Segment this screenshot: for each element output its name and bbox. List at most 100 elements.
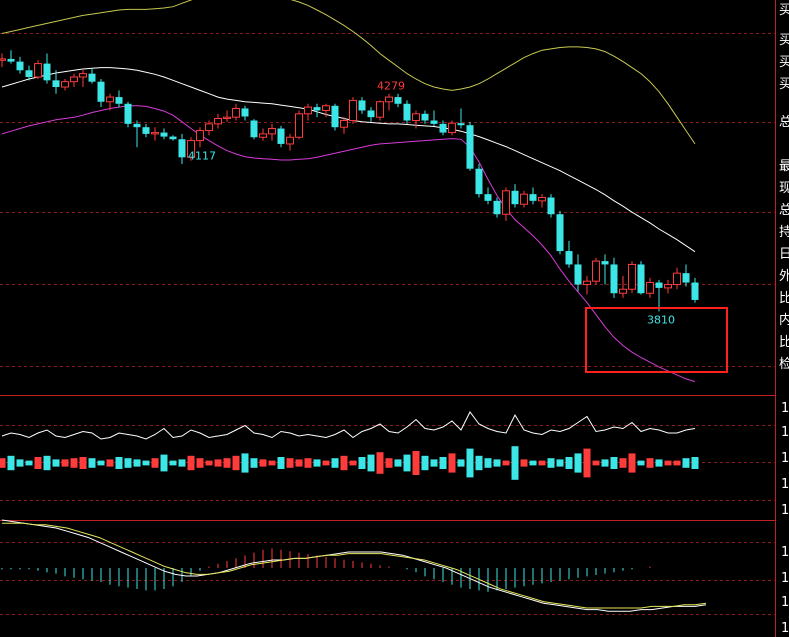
highlight-box <box>585 307 728 373</box>
volume-bar <box>394 459 402 467</box>
volume-bar <box>502 460 510 466</box>
volume-bar <box>25 460 33 466</box>
volume-bar <box>214 459 222 467</box>
volume-bar <box>340 455 348 471</box>
volume-bar <box>0 458 6 468</box>
annotation-low-3810: 3810 <box>647 313 675 326</box>
volume-bar <box>106 459 114 467</box>
candle <box>430 110 438 126</box>
volume-bar <box>187 455 195 471</box>
candle <box>547 194 555 218</box>
volume-bar <box>664 460 672 466</box>
candle <box>277 125 285 148</box>
volume-bar <box>574 453 582 473</box>
macd-panel <box>1 519 707 612</box>
volume-bar <box>178 459 186 467</box>
candle <box>520 190 528 208</box>
candle <box>205 120 213 136</box>
candle <box>160 128 168 140</box>
side-label: 比 <box>779 335 789 350</box>
candle <box>385 93 393 111</box>
volume-bar <box>322 460 330 466</box>
volume-bar <box>358 457 366 469</box>
volume-bar <box>547 458 555 468</box>
side-label: 总 <box>779 115 789 130</box>
candle <box>556 210 564 255</box>
bollinger-bands <box>1 0 696 383</box>
candle <box>88 68 96 84</box>
axis-tick-label: 1 <box>781 477 789 492</box>
candle <box>403 100 411 124</box>
volume-bar <box>232 455 240 471</box>
candle <box>682 264 690 287</box>
candle <box>376 100 384 121</box>
candle <box>79 70 87 88</box>
candle <box>295 110 303 140</box>
candle <box>241 105 249 121</box>
volume-bar <box>151 458 159 468</box>
candle <box>214 113 222 129</box>
band-middle <box>1 67 696 253</box>
volume-bar <box>448 453 456 473</box>
volume-bar <box>592 460 600 466</box>
volume-bar <box>538 460 546 466</box>
candle <box>25 65 33 81</box>
side-label: 买 <box>779 77 789 92</box>
candle <box>106 93 114 111</box>
volume-bar <box>349 460 357 466</box>
candle <box>16 56 24 74</box>
volume-bar <box>169 460 177 466</box>
side-label: 外 <box>779 269 789 284</box>
volume-bar <box>124 458 132 468</box>
candle <box>691 277 699 303</box>
candle <box>151 127 159 141</box>
candle <box>664 279 672 294</box>
candle <box>34 60 42 79</box>
volume-bar <box>619 458 627 468</box>
candle <box>367 107 375 122</box>
candle <box>115 90 123 108</box>
side-label: 现 <box>779 181 789 196</box>
candle <box>592 257 600 285</box>
candle <box>0 53 6 67</box>
candle <box>448 120 456 136</box>
candle <box>628 261 636 294</box>
volume-bar <box>556 459 564 467</box>
candle <box>268 123 276 141</box>
volume-bar <box>52 459 60 467</box>
candlestick-series <box>0 50 699 312</box>
volume-bar <box>313 459 321 467</box>
axis-tick-label: 1 <box>781 545 789 560</box>
candle <box>358 97 366 114</box>
volume-bar <box>484 458 492 468</box>
volume-bar <box>637 460 645 466</box>
candle <box>169 135 177 141</box>
volume-bar <box>628 453 636 473</box>
volume-bar <box>304 458 312 468</box>
candle <box>502 187 510 221</box>
annotation-high-4279: 4279 <box>377 80 405 93</box>
volume-bar <box>385 458 393 468</box>
volume-bar <box>403 454 411 472</box>
volume-bar <box>457 459 465 467</box>
side-label: 日 <box>779 247 789 262</box>
volume-bar <box>16 459 24 467</box>
candle <box>97 79 105 108</box>
side-label: 总 <box>779 203 789 218</box>
band-lower <box>1 105 696 383</box>
volume-bar <box>583 448 591 478</box>
volume-bar <box>223 458 231 468</box>
volume-bar <box>367 454 375 472</box>
axis-tick-label: 1 <box>781 425 789 440</box>
candle <box>259 128 267 141</box>
side-label: 持 <box>779 225 789 240</box>
axis-tick-label: 1 <box>781 451 789 466</box>
candle <box>493 197 501 218</box>
volume-bar <box>88 458 96 468</box>
volume-bar <box>412 451 420 475</box>
candle <box>349 97 357 124</box>
side-label: 买 <box>779 33 789 48</box>
axis-tick-label: 1 <box>781 401 789 416</box>
candle <box>439 120 447 136</box>
